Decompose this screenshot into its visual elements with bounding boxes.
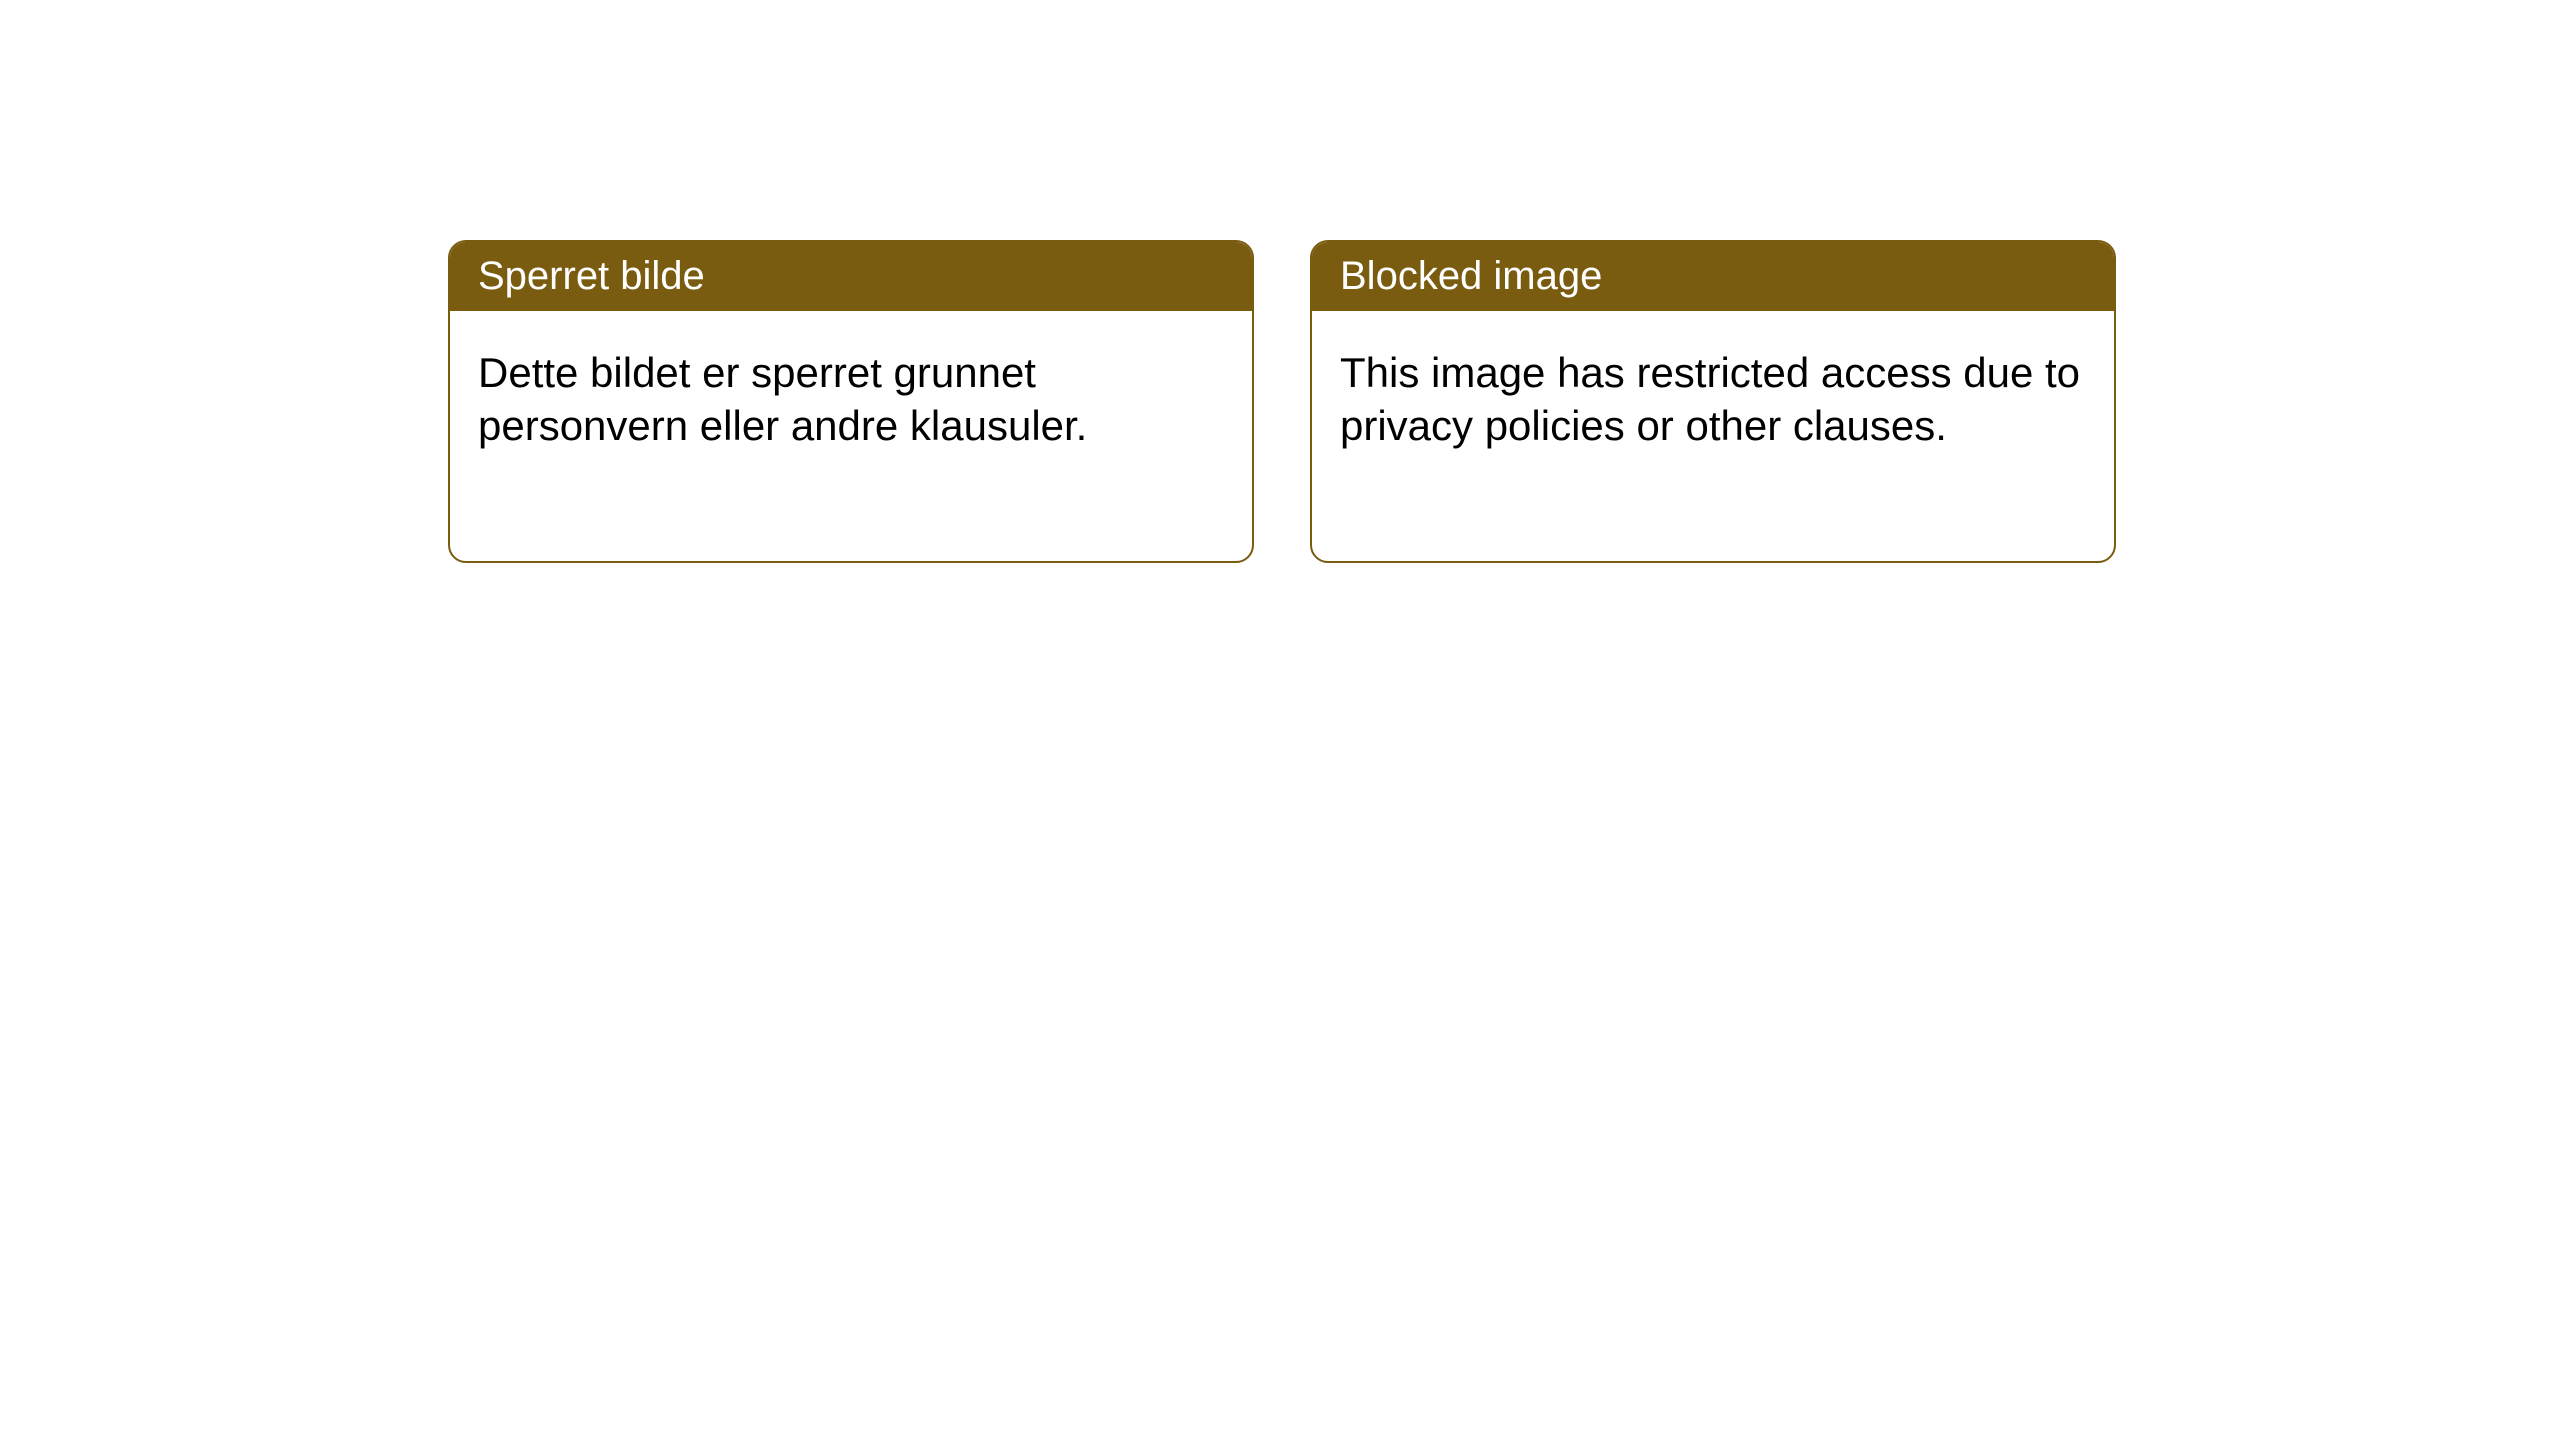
card-header: Sperret bilde <box>450 242 1252 311</box>
card-body: Dette bildet er sperret grunnet personve… <box>450 311 1252 561</box>
notice-card-norwegian: Sperret bilde Dette bildet er sperret gr… <box>448 240 1254 563</box>
card-title: Blocked image <box>1340 254 1602 298</box>
card-title: Sperret bilde <box>478 254 705 298</box>
card-body: This image has restricted access due to … <box>1312 311 2114 561</box>
card-body-text: Dette bildet er sperret grunnet personve… <box>478 349 1087 449</box>
notice-card-english: Blocked image This image has restricted … <box>1310 240 2116 563</box>
notice-cards-container: Sperret bilde Dette bildet er sperret gr… <box>0 0 2560 563</box>
card-body-text: This image has restricted access due to … <box>1340 349 2080 449</box>
card-header: Blocked image <box>1312 242 2114 311</box>
